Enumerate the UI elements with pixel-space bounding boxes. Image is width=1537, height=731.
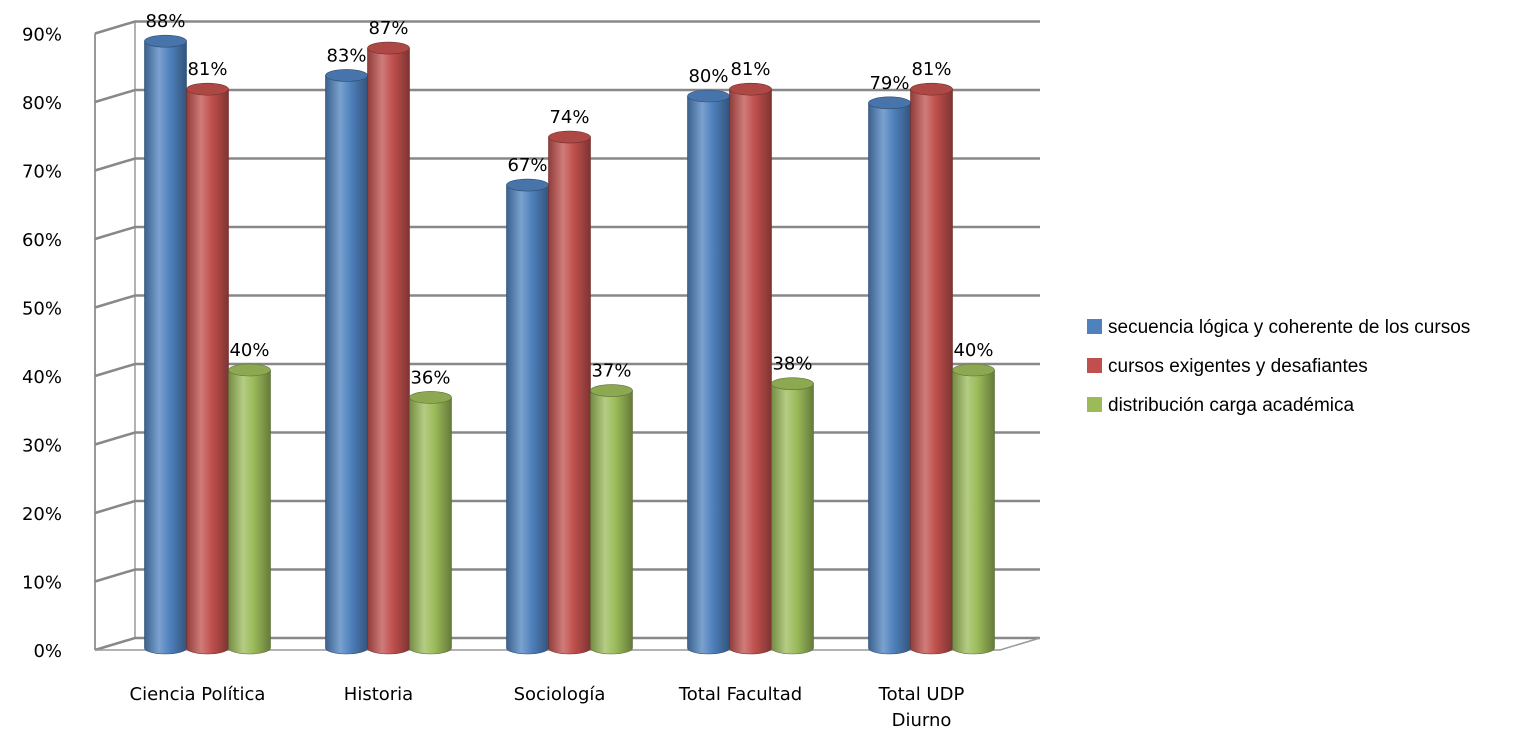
bar-top <box>590 384 633 397</box>
data-label: 40% <box>229 340 269 361</box>
bar-body <box>228 369 271 655</box>
bar-body <box>506 184 549 655</box>
bar-top <box>548 130 591 144</box>
bar-body <box>409 397 452 655</box>
bar <box>325 69 368 655</box>
y-tick-label: 20% <box>22 504 62 525</box>
bar-body <box>910 88 953 655</box>
bar-body <box>952 369 995 655</box>
bar <box>548 130 591 655</box>
legend-swatch <box>1087 397 1102 412</box>
y-tick-label: 40% <box>22 367 62 388</box>
y-tick-label: 0% <box>33 641 62 662</box>
bar <box>409 391 452 655</box>
bar-body <box>729 88 772 655</box>
bars <box>144 34 995 655</box>
bar-top <box>409 391 452 404</box>
y-tick-label: 50% <box>22 299 62 320</box>
x-tick-label: Historia <box>344 684 413 705</box>
data-label: 80% <box>688 66 728 87</box>
y-tick-label: 80% <box>22 93 62 114</box>
data-label: 88% <box>145 11 185 32</box>
y-tick-label: 70% <box>22 162 62 183</box>
bar-top <box>687 89 730 103</box>
x-tick-label: Diurno <box>892 710 952 731</box>
data-label: 37% <box>591 361 631 382</box>
bar <box>771 377 814 655</box>
data-label: 87% <box>368 18 408 39</box>
bar-top <box>952 363 995 377</box>
y-axis: 0% 10% 20% 30% 40% 50% 60% 70% 80% 90% <box>22 25 62 663</box>
x-axis: Ciencia Política Historia Sociología Total … <box>130 684 965 731</box>
bar-top <box>910 82 953 96</box>
bar <box>729 82 772 655</box>
legend: secuencia lógica y coherente de los curs… <box>1087 317 1470 416</box>
legend-item: secuencia lógica y coherente de los curs… <box>1087 317 1470 338</box>
bar <box>506 178 549 655</box>
x-tick-label: Sociología <box>514 684 606 705</box>
legend-swatch <box>1087 319 1102 334</box>
data-label: 79% <box>869 73 909 94</box>
bar-body <box>548 136 591 655</box>
data-label: 67% <box>507 155 547 176</box>
bar-body <box>325 75 368 655</box>
gridline <box>94 20 1040 35</box>
bar-top <box>228 363 271 377</box>
bar-body <box>144 40 187 655</box>
bar-body <box>186 88 229 655</box>
data-label: 81% <box>187 59 227 80</box>
bar-top <box>771 377 814 391</box>
bar-top <box>144 34 187 48</box>
bar-top <box>186 82 229 96</box>
legend-label: distribución carga académica <box>1108 395 1355 416</box>
bar <box>186 82 229 655</box>
legend-item: cursos exigentes y desafiantes <box>1087 356 1368 377</box>
bar <box>868 96 911 655</box>
bar-body <box>771 383 814 655</box>
legend-item: distribución carga académica <box>1087 395 1355 416</box>
bar-top <box>325 69 368 82</box>
data-label: 74% <box>549 107 589 128</box>
bar-body <box>367 47 410 655</box>
x-tick-label: Total UDP <box>878 684 965 705</box>
bar-top <box>506 178 549 192</box>
legend-label: secuencia lógica y coherente de los curs… <box>1108 317 1470 338</box>
data-label: 83% <box>326 45 366 66</box>
bar-body <box>590 390 633 655</box>
bar-body <box>868 102 911 655</box>
y-tick-label: 10% <box>22 573 62 594</box>
y-tick-label: 90% <box>22 25 62 46</box>
bar <box>228 363 271 655</box>
bar-top <box>729 82 772 96</box>
legend-swatch <box>1087 358 1102 373</box>
bar-top <box>367 41 410 55</box>
data-label: 40% <box>953 340 993 361</box>
bar-top <box>868 96 911 110</box>
y-tick-label: 60% <box>22 230 62 251</box>
data-label: 81% <box>911 59 951 80</box>
x-tick-label: Total Facultad <box>678 684 802 705</box>
data-labels: 88%81%40%83%87%36%67%74%37%80% 81%38%79%8… <box>145 11 993 388</box>
legend-label: cursos exigentes y desafiantes <box>1108 356 1368 377</box>
y-tick-label: 30% <box>22 436 62 457</box>
bar <box>590 384 633 655</box>
bar <box>910 82 953 655</box>
bar <box>367 41 410 655</box>
data-label: 38% <box>772 354 812 375</box>
bar <box>144 34 187 655</box>
bar <box>952 363 995 655</box>
bar <box>687 89 730 655</box>
data-label: 36% <box>410 367 450 388</box>
data-label: 81% <box>730 59 770 80</box>
x-tick-label: Ciencia Política <box>130 684 266 705</box>
bar-body <box>687 95 730 655</box>
